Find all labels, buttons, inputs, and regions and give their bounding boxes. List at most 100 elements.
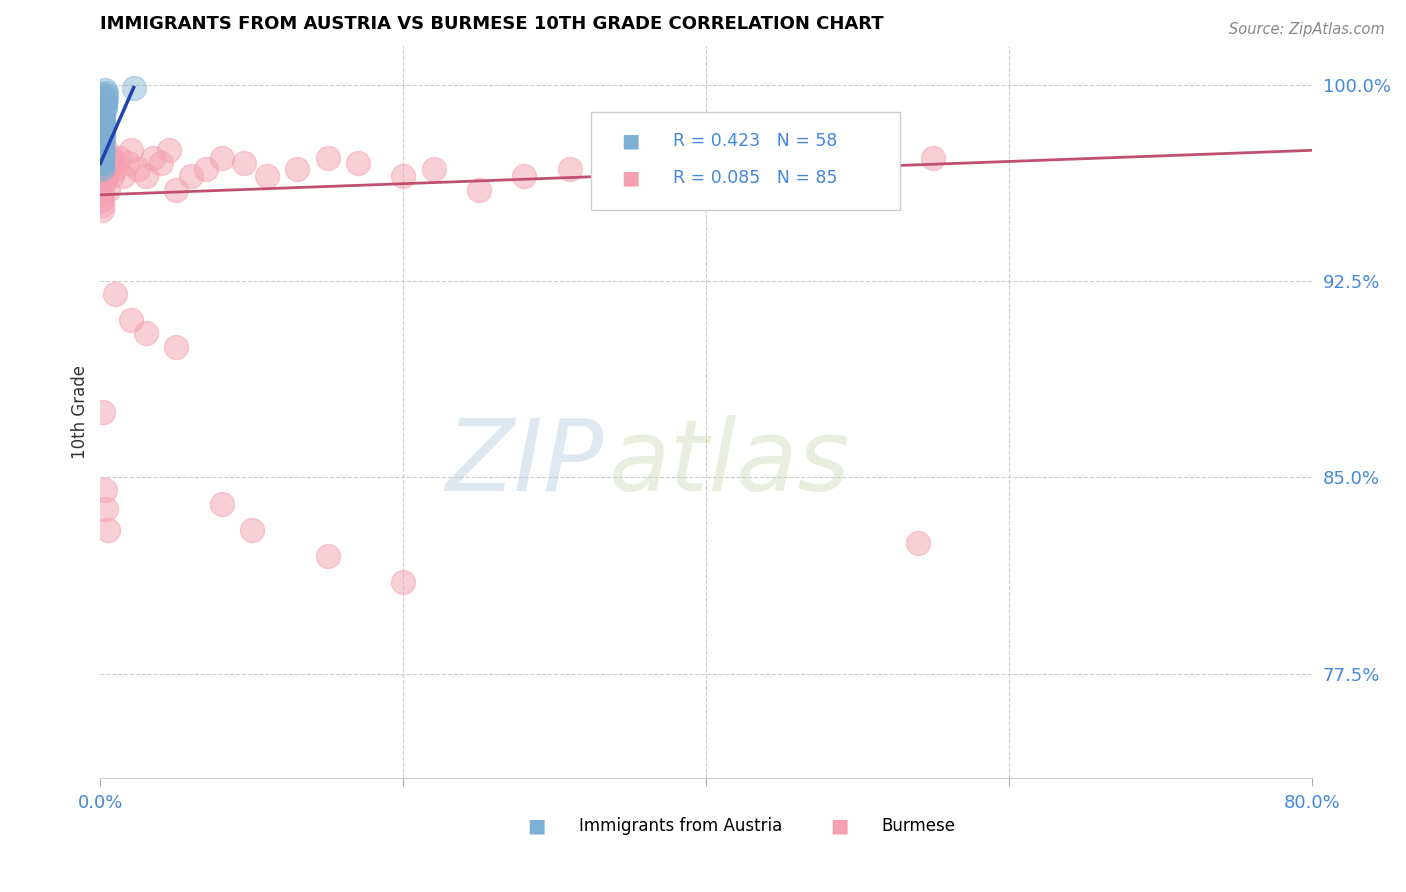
Point — [468, 183, 491, 197]
Point — [90, 167, 112, 181]
Point — [93, 106, 115, 120]
Point — [90, 128, 112, 142]
Point — [135, 169, 157, 184]
Point — [90, 138, 112, 153]
Point — [93, 104, 115, 119]
Point — [256, 169, 278, 184]
Point — [94, 99, 117, 113]
Point — [90, 120, 112, 134]
Point — [90, 151, 112, 165]
Point — [93, 405, 115, 419]
Point — [90, 136, 112, 150]
FancyBboxPatch shape — [591, 112, 900, 211]
Point — [90, 156, 112, 170]
Point — [90, 156, 112, 170]
Point — [104, 287, 127, 301]
Point — [422, 161, 444, 176]
Point — [195, 161, 218, 176]
Point — [142, 151, 165, 165]
Text: Burmese: Burmese — [882, 817, 956, 835]
Point — [741, 161, 763, 176]
Point — [93, 91, 115, 105]
Point — [786, 183, 808, 197]
Point — [97, 523, 120, 537]
Point — [831, 169, 853, 184]
Point — [104, 161, 127, 176]
Point — [907, 535, 929, 549]
Point — [97, 183, 120, 197]
Point — [98, 161, 121, 176]
Point — [90, 148, 112, 162]
Point — [90, 109, 112, 123]
Point — [90, 112, 112, 126]
Point — [90, 145, 112, 160]
Point — [605, 151, 627, 165]
Point — [90, 130, 112, 145]
Point — [90, 136, 112, 150]
Point — [120, 313, 142, 327]
Point — [90, 104, 112, 119]
Point — [90, 133, 112, 147]
Point — [94, 148, 117, 162]
Text: R = 0.085   N = 85: R = 0.085 N = 85 — [673, 169, 838, 186]
Point — [90, 141, 112, 155]
Text: Immigrants from Austria: Immigrants from Austria — [579, 817, 782, 835]
Point — [93, 130, 115, 145]
Point — [94, 164, 117, 178]
Point — [93, 125, 115, 139]
Point — [101, 169, 124, 184]
Point — [96, 501, 118, 516]
Point — [695, 169, 717, 184]
Point — [93, 96, 115, 111]
Text: ■: ■ — [621, 131, 640, 151]
Text: ZIP: ZIP — [444, 415, 603, 512]
Point — [120, 144, 142, 158]
Point — [240, 523, 263, 537]
Point — [96, 86, 118, 100]
Point — [93, 102, 115, 116]
Point — [93, 120, 115, 134]
Point — [93, 125, 115, 139]
Point — [513, 169, 536, 184]
Point — [122, 80, 145, 95]
Point — [93, 117, 115, 131]
Point — [922, 151, 945, 165]
Point — [93, 96, 115, 111]
Point — [107, 151, 129, 165]
Point — [90, 153, 112, 168]
Point — [96, 91, 118, 105]
Point — [165, 183, 187, 197]
Point — [90, 172, 112, 186]
Point — [117, 156, 139, 170]
Text: atlas: atlas — [609, 415, 851, 512]
Point — [165, 340, 187, 354]
Point — [233, 156, 256, 170]
Point — [90, 114, 112, 128]
Point — [90, 138, 112, 153]
Point — [90, 109, 112, 123]
Point — [346, 156, 368, 170]
Point — [90, 148, 112, 162]
Point — [93, 122, 115, 136]
Text: R = 0.423   N = 58: R = 0.423 N = 58 — [673, 132, 838, 150]
Point — [100, 151, 122, 165]
Point — [93, 99, 115, 113]
Point — [90, 130, 112, 145]
Point — [90, 178, 112, 192]
Point — [93, 109, 115, 123]
Point — [180, 169, 202, 184]
Point — [90, 161, 112, 176]
Point — [90, 183, 112, 197]
Y-axis label: 10th Grade: 10th Grade — [72, 365, 89, 459]
Point — [96, 169, 118, 184]
Point — [90, 104, 112, 119]
Point — [876, 161, 898, 176]
Text: ■: ■ — [621, 168, 640, 187]
Point — [93, 94, 115, 108]
Point — [392, 169, 415, 184]
Point — [94, 88, 117, 103]
Text: IMMIGRANTS FROM AUSTRIA VS BURMESE 10TH GRADE CORRELATION CHART: IMMIGRANTS FROM AUSTRIA VS BURMESE 10TH … — [100, 15, 884, 33]
Point — [90, 156, 112, 170]
Text: Source: ZipAtlas.com: Source: ZipAtlas.com — [1229, 22, 1385, 37]
Point — [90, 198, 112, 212]
